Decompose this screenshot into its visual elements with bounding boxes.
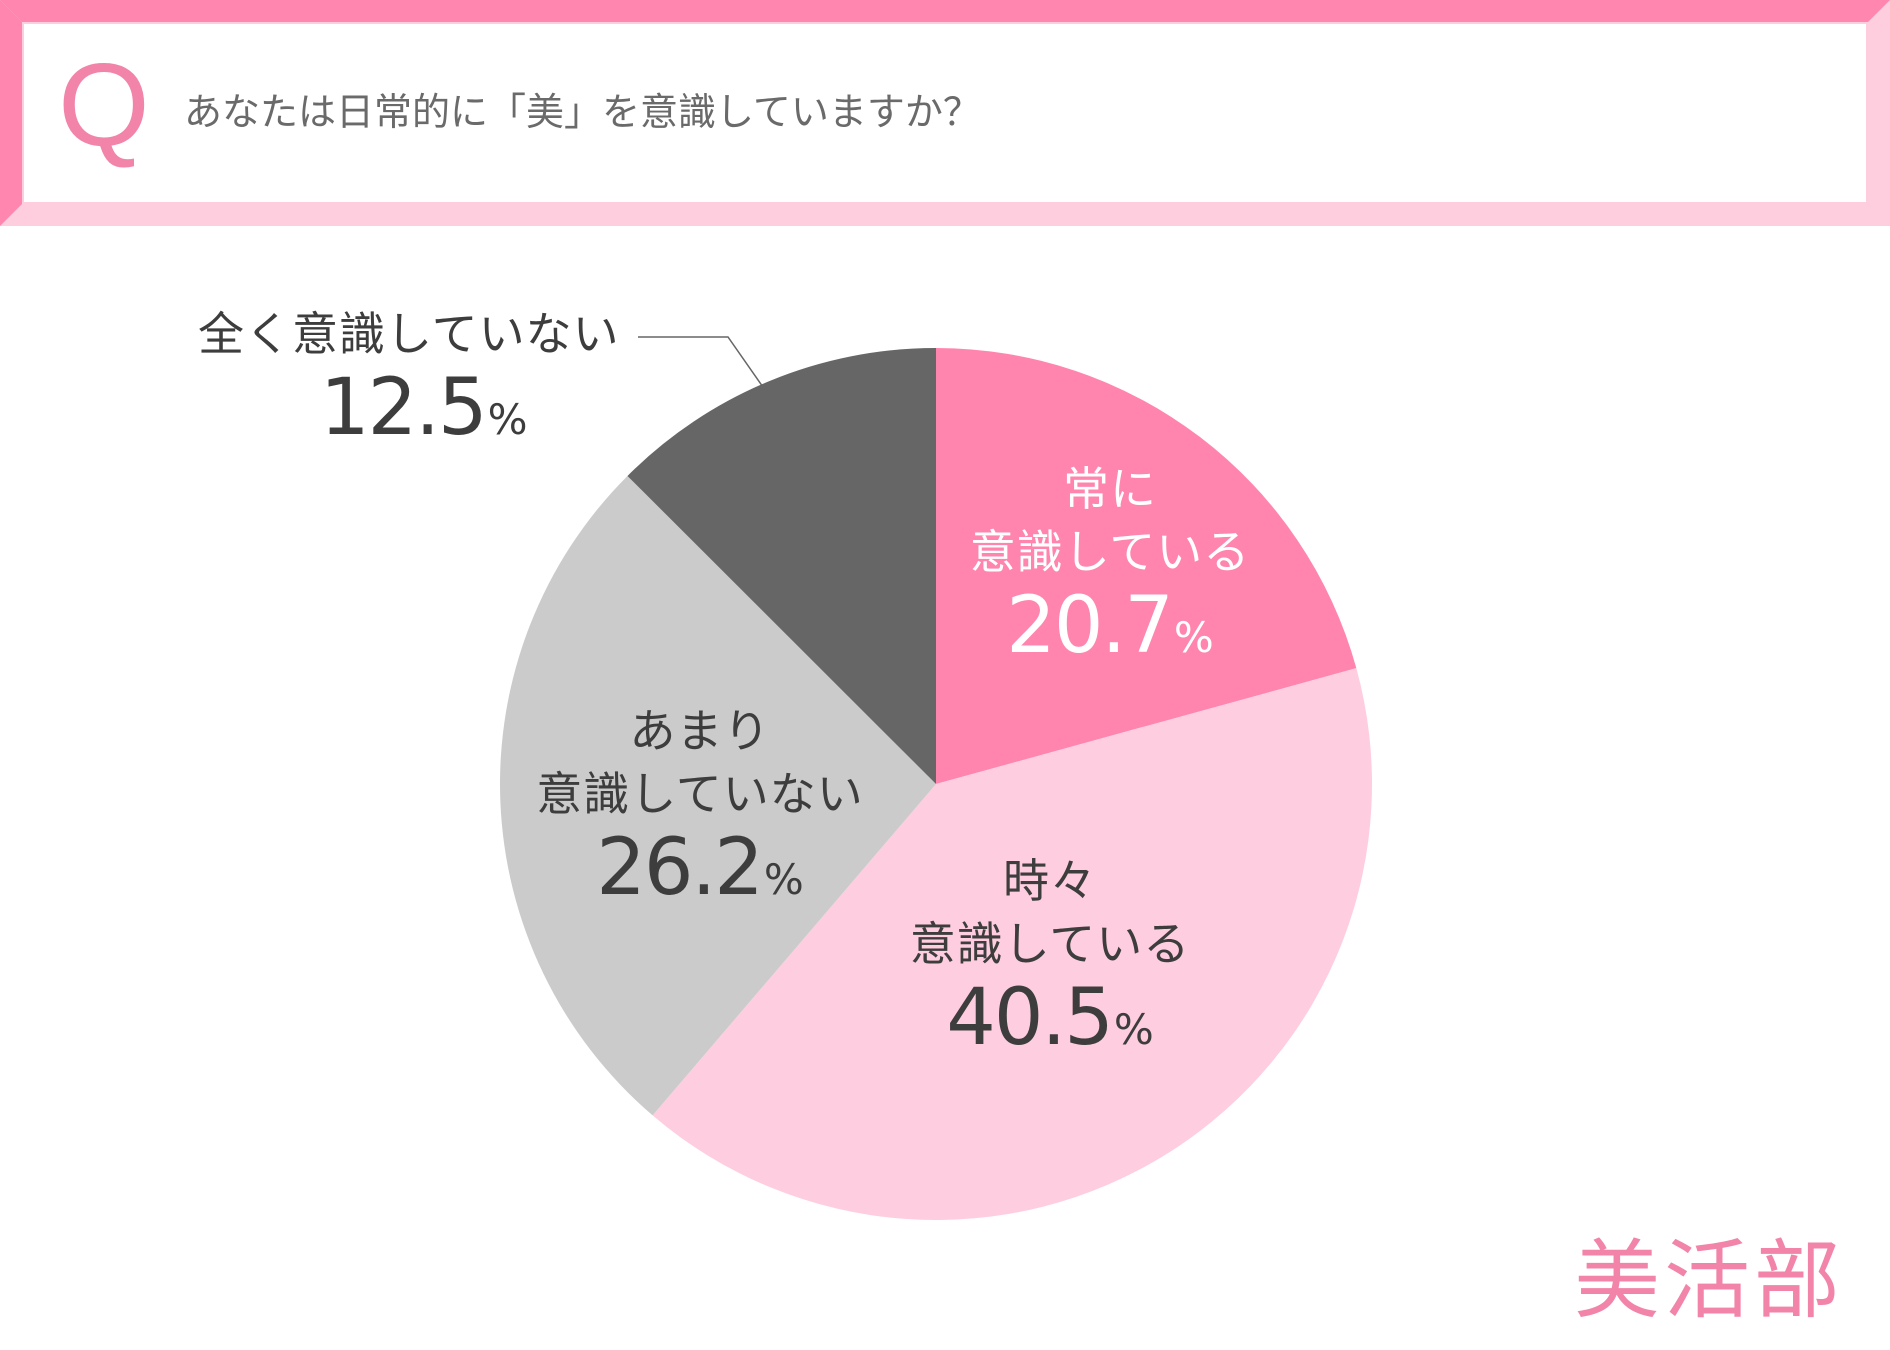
question-banner: Q あなたは日常的に「美」を意識していますか？ [0, 0, 1890, 226]
label-never-value: 12.5% [320, 363, 528, 453]
label-sometimes-line2: 意識している [909, 917, 1191, 971]
slice-always [936, 348, 1357, 784]
label-never: 全く意識していない 12.5% [198, 303, 638, 462]
label-always: 常に 意識している 20.7% [960, 458, 1260, 680]
question-letter: Q [58, 39, 150, 171]
brand-logo: 美活部 [1574, 1231, 1844, 1331]
label-rarely-value: 26.2% [596, 823, 804, 913]
label-rarely-line2: 意識していない [536, 767, 864, 821]
label-sometimes: 時々 意識している 40.5% [880, 850, 1220, 1072]
label-always-value: 20.7% [1006, 581, 1214, 671]
label-rarely: あまり 意識していない 26.2% [520, 700, 880, 922]
label-rarely-line1: あまり [629, 704, 771, 758]
label-always-line1: 常に [1063, 462, 1157, 516]
banner-frame [0, 0, 1890, 226]
slice-rarely [499, 475, 936, 1116]
label-sometimes-line1: 時々 [1003, 854, 1097, 908]
label-sometimes-value: 40.5% [946, 973, 1154, 1063]
never-leader-line [638, 336, 787, 421]
slice-never [627, 348, 936, 784]
label-always-line2: 意識している [969, 525, 1251, 579]
slice-sometimes [652, 668, 1372, 1220]
label-never-line1: 全く意識していない [198, 307, 620, 361]
question-text: あなたは日常的に「美」を意識していますか？ [184, 90, 981, 134]
